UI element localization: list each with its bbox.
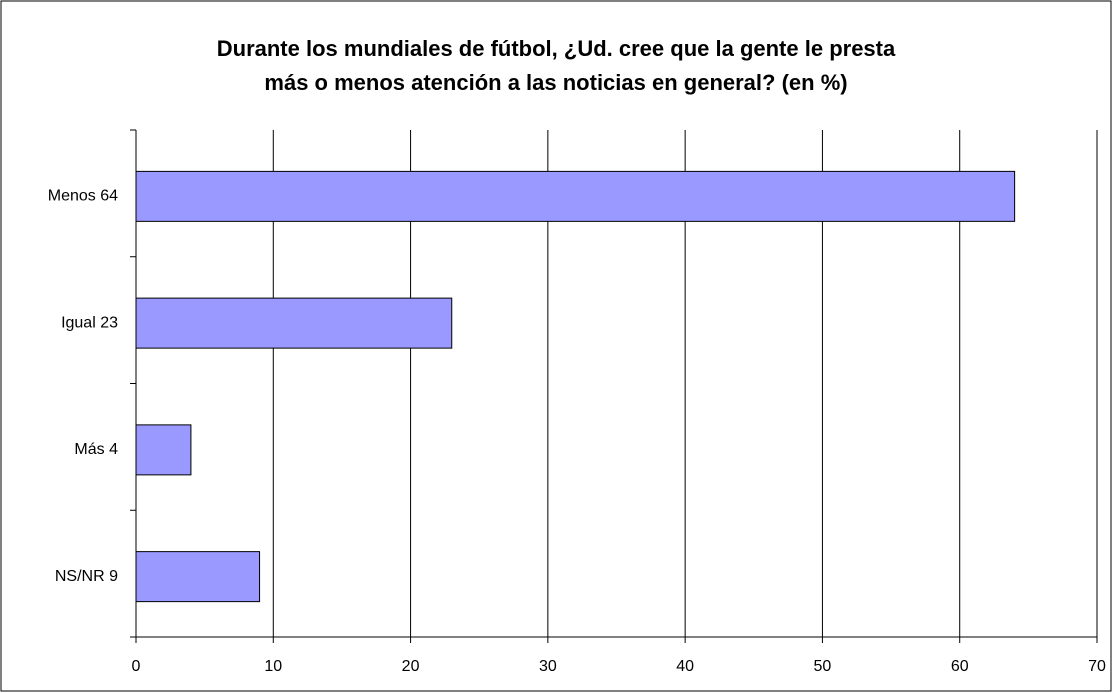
- x-tick-label: 60: [951, 658, 969, 675]
- y-tick-label: Más 4: [74, 441, 118, 458]
- bar: [135, 170, 1016, 222]
- bar: [135, 424, 192, 476]
- x-tick-label: 10: [264, 658, 282, 675]
- chart-title: más o menos atención a las noticias en g…: [264, 70, 847, 95]
- x-tick-label: 0: [132, 658, 141, 675]
- x-tick-label: 50: [814, 658, 832, 675]
- x-tick-label: 30: [539, 658, 557, 675]
- x-tick-label: 20: [402, 658, 420, 675]
- y-tick-label: NS/NR 9: [55, 568, 118, 585]
- bar: [135, 297, 453, 349]
- x-tick-label: 70: [1088, 658, 1106, 675]
- bar: [135, 551, 261, 603]
- x-tick-label: 40: [676, 658, 694, 675]
- chart-title: Durante los mundiales de fútbol, ¿Ud. cr…: [217, 36, 896, 61]
- y-tick-label: Igual 23: [61, 314, 118, 331]
- y-tick-label: Menos 64: [48, 188, 118, 205]
